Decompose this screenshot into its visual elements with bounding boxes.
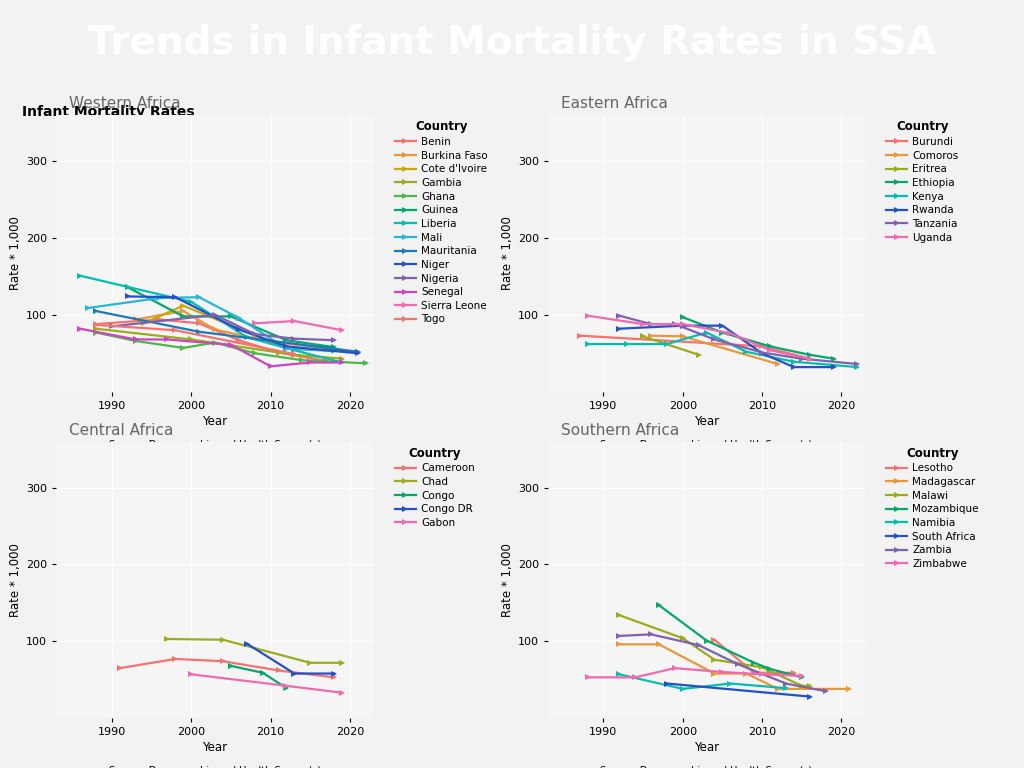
Text: Source: Demographic and Health Survey(s): Source: Demographic and Health Survey(s) [600,440,813,450]
Y-axis label: Rate * 1,000: Rate * 1,000 [501,217,513,290]
Y-axis label: Rate * 1,000: Rate * 1,000 [9,217,22,290]
X-axis label: Year: Year [694,415,719,428]
Y-axis label: Rate * 1,000: Rate * 1,000 [501,543,513,617]
Text: Source: Demographic and Health Survey(s): Source: Demographic and Health Survey(s) [109,440,322,450]
Text: Western Africa: Western Africa [69,96,180,111]
Legend: Lesotho, Madagascar, Malawi, Mozambique, Namibia, South Africa, Zambia, Zimbabwe: Lesotho, Madagascar, Malawi, Mozambique,… [887,447,979,569]
Text: Eastern Africa: Eastern Africa [560,96,668,111]
Y-axis label: Rate * 1,000: Rate * 1,000 [9,543,22,617]
Text: Infant Mortality Rates: Infant Mortality Rates [23,105,195,119]
Legend: Burundi, Comoros, Eritrea, Ethiopia, Kenya, Rwanda, Tanzania, Uganda: Burundi, Comoros, Eritrea, Ethiopia, Ken… [887,121,958,243]
Text: Source: Demographic and Health Survey(s): Source: Demographic and Health Survey(s) [109,766,322,768]
X-axis label: Year: Year [694,741,719,754]
Legend: Cameroon, Chad, Congo, Congo DR, Gabon: Cameroon, Chad, Congo, Congo DR, Gabon [395,447,475,528]
Text: Source: Demographic and Health Survey(s): Source: Demographic and Health Survey(s) [600,766,813,768]
Text: Central Africa: Central Africa [69,422,173,438]
X-axis label: Year: Year [203,415,227,428]
Legend: Benin, Burkina Faso, Cote d'Ivoire, Gambia, Ghana, Guinea, Liberia, Mali, Maurit: Benin, Burkina Faso, Cote d'Ivoire, Gamb… [395,121,487,324]
Text: Trends in Infant Mortality Rates in SSA: Trends in Infant Mortality Rates in SSA [88,24,936,61]
Text: Southern Africa: Southern Africa [560,422,679,438]
X-axis label: Year: Year [203,741,227,754]
